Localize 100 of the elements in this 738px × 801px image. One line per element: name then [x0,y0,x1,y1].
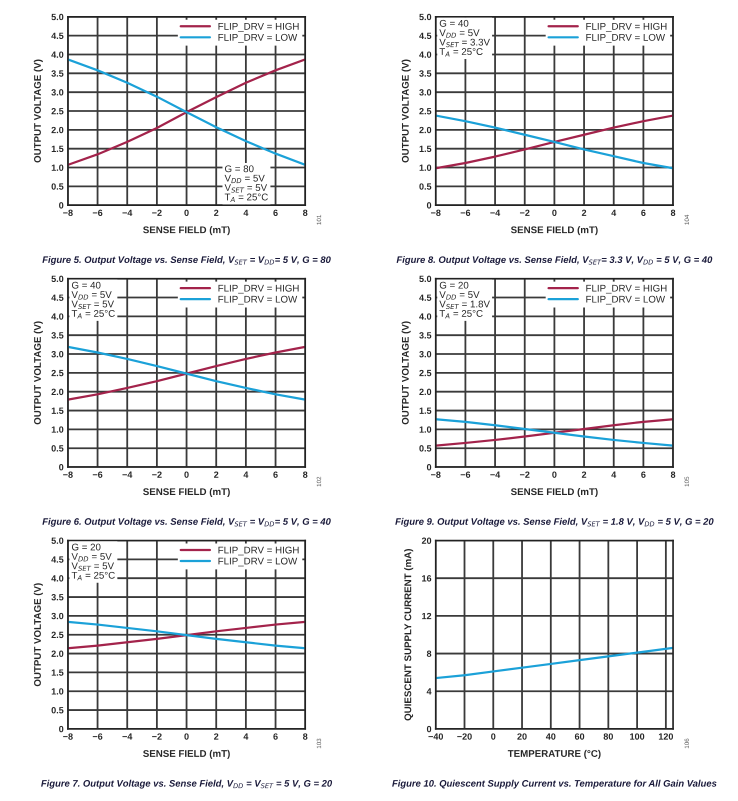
y-tick-label: 3.0 [51,612,64,620]
annotation: G = 20 [440,282,468,289]
annotation: V$_{SET}$ = 1.8V [439,300,490,310]
y-tick-label: 16 [422,575,432,582]
y-axis-title: OUTPUT VOLTAGE (V) [402,60,411,163]
legend-label: FLIP_DRV = HIGH [218,22,299,32]
y-tick-label: 5.0 [51,537,64,544]
x-tick-label: 8 [302,210,308,216]
x-tick-label: −2 [152,733,162,740]
annotation: T$_{A}$ = 25°C [440,310,483,318]
annotation: V$_{SET}$ = 5V [72,300,114,310]
x-tick-label: 120 [658,733,674,740]
line-series [436,418,674,447]
x-axis-title: SENSE FIELD (mT) [143,488,230,498]
y-tick-label: 4.0 [51,575,64,582]
legend-label: FLIP_DRV = LOW [218,558,298,566]
line-series [68,620,306,650]
y-tick-label: 0 [59,464,64,470]
annotation: V$_{SET}$ = 5V [72,562,114,571]
x-tick-label: 2 [582,471,586,478]
line-series [436,646,674,680]
x-tick-label: 8 [670,471,676,478]
legend-label: FLIP_DRV = HIGH [586,22,666,32]
x-tick-label: −4 [122,210,132,216]
y-tick-label: 20 [422,537,432,544]
annotation: G = 40 [440,20,468,27]
x-tick-label: −4 [122,733,132,740]
y-tick-label: 5.0 [51,14,64,20]
x-tick-label: 6 [641,210,646,216]
x-tick-label: 0 [184,733,189,740]
x-tick-label: −8 [63,210,73,216]
x-tick-label: 6 [641,471,646,478]
y-tick-label: 0.5 [52,445,64,452]
x-tick-label: −6 [460,471,470,478]
y-tick-label: 8 [426,650,432,657]
y-tick-label: 4.0 [51,51,64,58]
y-axis-title: QUIESCENT SUPPLY CURRENT (mA) [404,549,414,720]
text: Figure 8. Output Voltage vs. Sense Field, V$_{SET}$= 3.3 V, V$_{DD}$ = 5 V, G = 40 [396,256,712,265]
annotation: V$_{SET}$ = 5V [224,184,268,193]
annotation: V$_{DD}$ = 5V [72,553,112,562]
y-tick-label: 2.0 [419,126,432,134]
y-tick-label: 0 [426,202,432,209]
annotation: V$_{DD}$ = 5V [72,291,112,300]
y-tick-label: 3.5 [419,70,432,77]
y-tick-label: 5.0 [419,276,432,282]
x-tick-label: 0 [491,733,496,740]
y-tick-label: 0.5 [52,183,64,190]
x-tick-label: 6 [273,210,278,216]
y-tick-label: 1.0 [420,164,432,171]
x-tick-label: −8 [63,471,73,478]
text: Figure 10. Quiescent Supply Current vs. Temperature for All Gain Values [392,780,717,789]
y-tick-label: 4.5 [419,32,432,40]
x-tick-label: 60 [574,733,584,740]
y-tick-label: 0.5 [419,445,432,452]
y-tick-label: 4.5 [51,32,64,40]
y-tick-label: 0 [59,726,64,732]
y-tick-label: 1.5 [420,408,432,414]
text: Figure 5. Output Voltage vs. Sense Field, V$_{SET}$ = V$_{DD}$= 5 V, G = 80 [42,256,331,265]
y-axis-title: OUTPUT VOLTAGE (V) [34,60,43,163]
annotation: V$_{DD}$ = 5V [439,29,480,38]
x-tick-label: 4 [244,210,248,216]
legend-label: FLIP_DRV = HIGH [218,284,299,294]
annotation: G = 40 [72,282,101,289]
y-tick-label: 2.5 [51,108,64,114]
annotation: V$_{SET}$ = 3.3V [439,38,490,48]
x-tick-label: 2 [214,210,218,216]
line-series [436,114,674,170]
line-series [68,346,306,401]
annotation: G = 20 [72,544,101,550]
y-tick-label: 3.5 [51,70,64,77]
x-tick-label: 0 [184,471,189,478]
x-tick-label: 8 [670,210,676,216]
x-tick-label: −4 [490,472,500,478]
y-tick-label: 4.5 [51,294,64,301]
text: Figure 6. Output Voltage vs. Sense Field, V$_{SET}$ = V$_{DD}$= 5 V, G = 40 [42,518,331,527]
x-axis-title: SENSE FIELD (mT) [143,750,230,759]
y-tick-label: 1.5 [52,146,64,152]
y-tick-label: 4.0 [419,51,432,58]
x-tick-label: 4 [611,472,616,478]
y-tick-label: 2.0 [51,126,64,134]
annotation: V$_{DD}$ = 5V [224,174,265,184]
x-tick-label: −20 [457,733,472,740]
y-tick-label: 2.5 [51,632,64,638]
annotation: T$_{A}$ = 25°C [224,194,268,202]
y-tick-label: 2.5 [419,370,432,376]
y-tick-label: 2.5 [419,108,432,114]
y-tick-label: 3.0 [51,89,64,96]
annotation: T$_{A}$ = 25°C [72,572,115,580]
x-tick-label: −6 [460,210,470,216]
annotation: T$_{A}$ = 25°C [72,310,115,318]
y-tick-label: 2.5 [51,370,64,376]
y-tick-label: 3.5 [51,594,64,600]
x-tick-label: −6 [92,210,102,216]
y-tick-label: 0.5 [52,707,64,714]
y-tick-label: 1.5 [52,669,64,676]
y-tick-label: 3.5 [419,332,432,339]
x-tick-label: −8 [430,471,441,478]
x-tick-label: −6 [92,733,102,740]
x-tick-label: 2 [582,210,586,216]
annotation: T$_{A}$ = 25°C [440,48,483,57]
